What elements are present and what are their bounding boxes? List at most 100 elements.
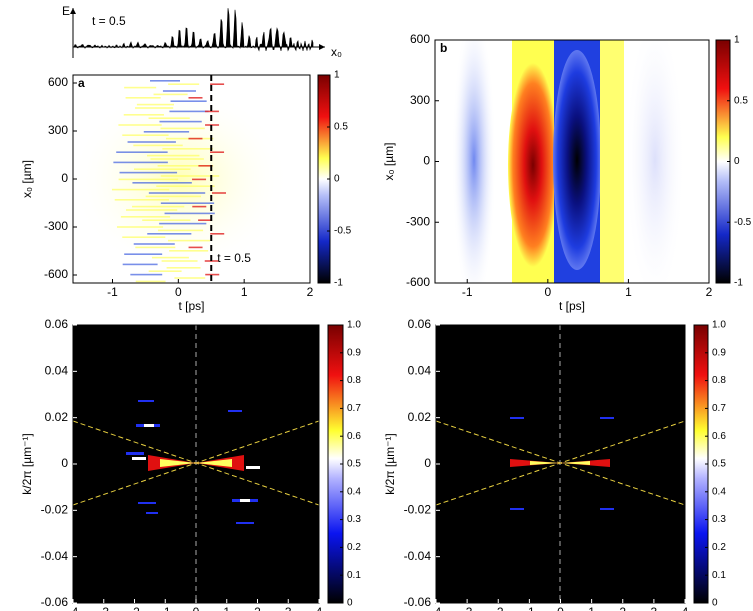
stripe — [116, 226, 164, 228]
x-axis-label: t [ps] — [178, 299, 204, 313]
colorbar-tick-label: 0.1 — [347, 570, 361, 581]
stripe — [132, 182, 192, 184]
stripe — [116, 151, 168, 153]
stripe — [157, 165, 214, 167]
y-tick-label: -600 — [406, 275, 430, 289]
stripe — [166, 267, 201, 269]
colorbar-tick-label: 0.5 — [734, 95, 748, 106]
y-axis-label: x₀ [µm] — [382, 143, 396, 181]
heatmap-field — [436, 325, 685, 603]
stripe — [111, 188, 170, 191]
colorbar-tick-label: 1.0 — [712, 320, 726, 331]
y-tick-label: 600 — [48, 75, 68, 89]
stripe — [120, 216, 171, 218]
panel-label: a — [78, 76, 85, 90]
stripe — [113, 161, 168, 164]
colorbar-tick-label: 0.9 — [712, 347, 726, 358]
inset-waveform — [72, 8, 314, 52]
stripe — [170, 100, 207, 102]
x-tick-label: -1 — [160, 605, 171, 611]
stripe — [156, 185, 215, 187]
colorbar-tick-label: 0.2 — [347, 542, 361, 553]
stripe — [125, 97, 161, 99]
stripe — [135, 107, 174, 109]
heatmap-field — [73, 325, 319, 603]
inset: E x₀ t = 0.5 — [62, 4, 342, 59]
colorbar-tick-label: 0 — [347, 598, 353, 609]
x-tick-label: 3 — [651, 605, 658, 611]
stripe — [142, 219, 191, 221]
marker-annotation: t = 0.5 — [217, 251, 251, 265]
stripe — [135, 280, 166, 283]
stripe — [148, 270, 182, 272]
stripe — [174, 277, 206, 279]
stripe — [118, 124, 162, 126]
y-tick-label: 0.02 — [408, 410, 432, 424]
inset-x-label: x₀ — [331, 45, 342, 59]
stripe — [147, 233, 192, 235]
x-tick-label: 4 — [682, 605, 689, 611]
stripe — [134, 168, 191, 170]
x-tick-label: 2 — [706, 285, 713, 299]
x-tick-label: 0 — [175, 285, 182, 299]
y-tick-label: 0.04 — [45, 364, 69, 378]
x-tick-label: 0 — [557, 605, 564, 611]
colorbar-tick-label: 0 — [334, 174, 340, 185]
stripe — [192, 178, 207, 181]
y-tick-label: 0 — [61, 171, 68, 185]
x-tick-label: -2 — [129, 605, 140, 611]
x-tick-label: -2 — [493, 605, 504, 611]
heatmap-field — [435, 40, 709, 283]
stripe — [157, 229, 204, 232]
stripe — [188, 137, 203, 140]
x-tick-label: 2 — [254, 605, 261, 611]
stripe — [161, 260, 198, 262]
stripe — [122, 263, 158, 266]
y-axis-label: x₀ [µm] — [20, 160, 34, 198]
stripe — [192, 205, 207, 208]
x-tick-label: 1 — [625, 285, 632, 299]
x-tick-label: -1 — [524, 605, 535, 611]
colorbar-tick-label: 0.4 — [712, 486, 726, 497]
x-tick-label: -3 — [462, 605, 473, 611]
y-tick-label: 300 — [48, 123, 68, 137]
x-tick-label: 2 — [619, 605, 626, 611]
y-tick-label: 0.02 — [45, 410, 69, 424]
stripe — [159, 222, 207, 225]
stripe — [210, 83, 225, 85]
stripe — [198, 219, 213, 221]
stripe — [188, 246, 203, 249]
stripe — [143, 131, 190, 133]
y-tick-label: 0.06 — [408, 317, 432, 331]
colorbar-tick-label: 1 — [734, 35, 740, 46]
colorbar-tick-label: 0.5 — [334, 122, 348, 133]
stripe — [160, 175, 220, 177]
y-tick-label: -0.06 — [404, 595, 432, 609]
stripe — [159, 120, 202, 123]
colorbar-tick-label: 0.6 — [347, 431, 361, 442]
stripe — [145, 195, 201, 198]
y-tick-label: 0.06 — [45, 317, 69, 331]
colorbar-tick-label: 0.5 — [347, 459, 361, 470]
stripe — [204, 110, 219, 113]
colorbar-tick-label: 0.5 — [712, 459, 726, 470]
colorbar-tick-label: 0.1 — [712, 570, 726, 581]
y-tick-label: -0.04 — [41, 549, 69, 563]
colorbar-tick-label: -1 — [734, 278, 743, 289]
x-tick-label: 1 — [241, 285, 248, 299]
stripe — [135, 246, 176, 249]
colorbar-tick-label: 0.9 — [347, 347, 361, 358]
x-tick-label: -4 — [431, 605, 442, 611]
y-tick-label: 0 — [423, 154, 430, 168]
stripe — [146, 154, 200, 157]
colorbar-tick-label: 0.6 — [712, 431, 726, 442]
stripe — [162, 148, 213, 150]
y-tick-label: -0.06 — [41, 595, 69, 609]
y-tick-label: 0 — [61, 456, 68, 470]
stripe — [133, 144, 183, 147]
stripe — [160, 127, 205, 130]
stripe — [162, 90, 196, 92]
colorbar-tick-label: 0.4 — [347, 486, 361, 497]
stripe — [160, 202, 215, 204]
x-tick-label: -3 — [98, 605, 109, 611]
